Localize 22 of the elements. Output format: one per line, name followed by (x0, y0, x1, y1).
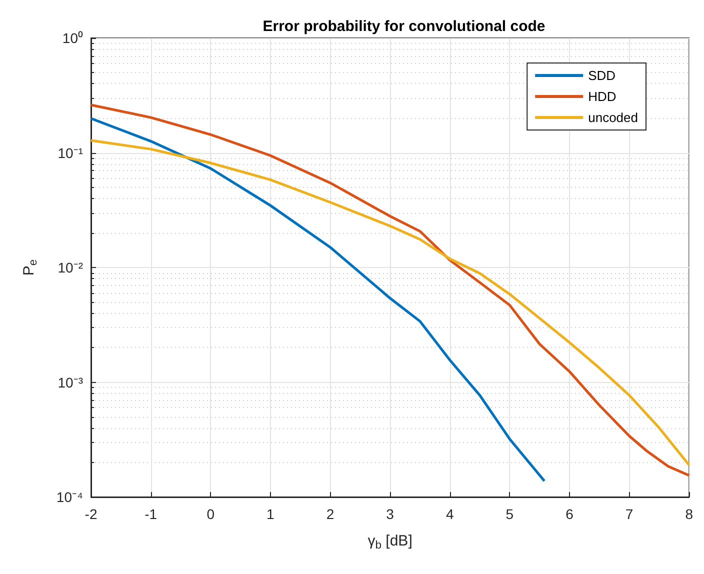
y-tick-label: 10⁻¹ (58, 144, 84, 161)
x-tick-label: 8 (685, 506, 694, 522)
x-tick-label: 0 (206, 506, 215, 522)
y-tick-label: 10⁻² (58, 260, 84, 276)
legend-label: SDD (588, 68, 616, 83)
line-series (90, 117, 546, 482)
y-tick-label: 10⁻³ (58, 374, 84, 390)
y-tick-label: 10⁰ (62, 30, 83, 46)
x-tick-label: 5 (506, 506, 514, 522)
y-tick-label: 10⁻⁴ (56, 489, 83, 505)
x-tick-label: 4 (446, 506, 454, 522)
y-axis-title: Pe (20, 259, 40, 276)
x-tick-label: 7 (625, 506, 634, 522)
legend-label: HDD (588, 89, 616, 104)
legend-label: uncoded (588, 110, 638, 125)
x-tick-label: 3 (386, 506, 394, 522)
x-tick-label: -1 (144, 506, 158, 522)
x-tick-label: -2 (84, 506, 98, 522)
chart-title: Error probability for convolutional code (262, 18, 546, 35)
x-tick-label: 2 (326, 506, 334, 522)
x-tick-label: 1 (266, 506, 275, 522)
x-tick-label: 6 (566, 506, 574, 522)
